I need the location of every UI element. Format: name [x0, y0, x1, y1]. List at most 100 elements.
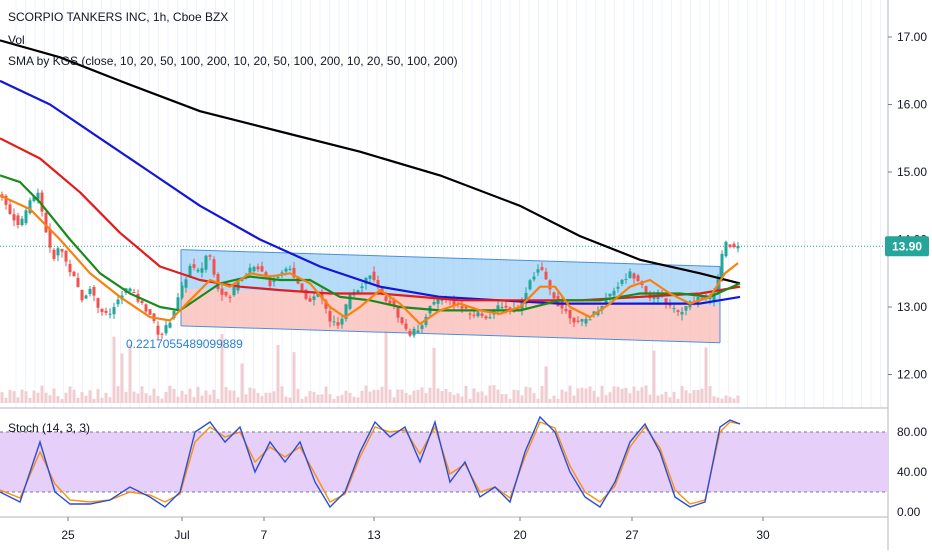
volume-bar	[288, 397, 292, 403]
candles-layer	[0, 188, 740, 340]
candle-body	[552, 292, 556, 299]
volume-bar	[272, 391, 276, 403]
candle-body	[560, 301, 564, 309]
candle-body	[228, 296, 232, 298]
volume-bar	[620, 388, 624, 403]
candle-body	[256, 266, 260, 270]
volume-bar	[312, 392, 316, 403]
volume-bar	[636, 390, 640, 403]
x-tick-label: 27	[625, 528, 639, 542]
volume-bar	[336, 396, 340, 403]
volume-bar	[612, 386, 616, 403]
volume-bar	[316, 394, 320, 403]
volume-bar	[436, 388, 440, 403]
candle-body	[344, 304, 348, 319]
volume-bar	[640, 387, 644, 403]
candle-body	[576, 320, 580, 322]
candle-body	[16, 215, 20, 225]
x-tick-label: 25	[61, 528, 75, 542]
stoch-y-tick-label: 80.00	[897, 425, 927, 439]
volume-bar	[692, 390, 696, 403]
candle-body	[336, 322, 340, 326]
volume-bar	[524, 386, 528, 403]
channel-lower-fill	[181, 288, 720, 343]
candle-body	[728, 244, 732, 248]
candle-body	[664, 298, 668, 304]
candle-body	[368, 275, 372, 279]
volume-bar	[156, 395, 160, 403]
volume-bar	[204, 390, 208, 403]
candle-body	[372, 271, 376, 281]
candle-body	[636, 275, 640, 281]
volume-bar	[352, 396, 356, 403]
candle-body	[216, 274, 220, 289]
volume-bar	[452, 394, 456, 403]
volume-bar	[132, 391, 136, 403]
candle-body	[720, 253, 724, 282]
volume-bar	[200, 395, 204, 403]
candle-body	[316, 293, 320, 297]
volume-bar	[476, 392, 480, 403]
volume-bar	[228, 390, 232, 403]
candle-body	[92, 287, 96, 296]
volume-bar	[472, 388, 476, 403]
volume-bar	[468, 398, 472, 403]
volume-bar	[180, 390, 184, 403]
volume-bar	[588, 386, 592, 403]
candle-body	[440, 299, 444, 301]
candle-body	[356, 290, 360, 293]
volume-bar	[124, 391, 128, 403]
volume-bar	[20, 389, 24, 403]
volume-bar	[308, 391, 312, 403]
volume-bar	[544, 366, 548, 403]
candle-body	[632, 273, 636, 279]
volume-bar	[44, 392, 48, 403]
candle-body	[732, 243, 736, 248]
volume-bar	[256, 392, 260, 403]
candle-body	[608, 293, 612, 297]
candle-body	[148, 309, 152, 315]
y-tick-label: 12.00	[897, 368, 927, 382]
volume-bar	[676, 398, 680, 403]
candle-body	[332, 321, 336, 323]
volume-bar	[236, 397, 240, 403]
candle-body	[196, 269, 200, 272]
candle-body	[672, 308, 676, 310]
volume-bar	[392, 397, 396, 403]
volume-bar	[660, 394, 664, 403]
volume-bar	[456, 393, 460, 403]
volume-bar	[108, 397, 112, 403]
candle-body	[680, 311, 684, 315]
candle-body	[536, 269, 540, 273]
candle-body	[476, 312, 480, 317]
candle-body	[36, 192, 40, 200]
volume-bar	[112, 336, 116, 403]
volume-bar	[128, 344, 132, 403]
sma-line	[0, 137, 741, 302]
volume-bar	[720, 398, 724, 403]
candle-body	[308, 298, 312, 302]
candle-body	[96, 298, 100, 308]
candle-body	[24, 210, 28, 224]
volume-bar	[396, 389, 400, 403]
y-tick-label: 16.00	[897, 98, 927, 112]
candle-body	[564, 309, 568, 312]
volume-bar	[28, 397, 32, 403]
volume-bar	[572, 395, 576, 403]
volume-bar	[508, 398, 512, 403]
candle-body	[400, 317, 404, 324]
y-tick-label: 13.00	[897, 300, 927, 314]
volume-bar	[16, 397, 20, 403]
volume-bar	[560, 389, 564, 403]
volume-bar	[252, 388, 256, 403]
volume-bar	[416, 389, 420, 403]
volume-bar	[220, 334, 224, 403]
candle-body	[528, 280, 532, 290]
candle-body	[324, 300, 328, 309]
candle-body	[88, 288, 92, 295]
candle-body	[624, 278, 628, 280]
volume-bar	[616, 386, 620, 403]
volume-bar	[432, 347, 436, 403]
